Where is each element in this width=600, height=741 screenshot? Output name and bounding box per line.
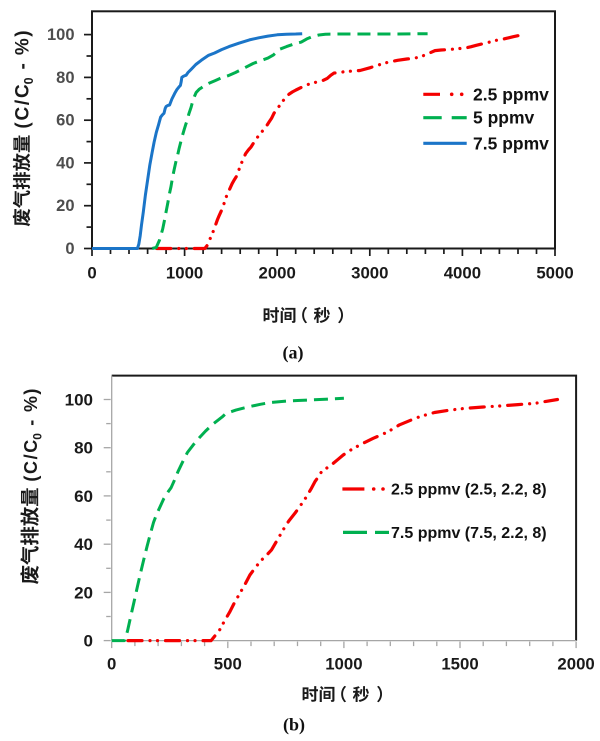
svg-text:(b): (b): [283, 715, 305, 736]
svg-text:0: 0: [87, 264, 96, 283]
svg-text:0: 0: [84, 632, 93, 651]
svg-text:80: 80: [56, 69, 74, 87]
svg-text:100: 100: [47, 26, 75, 44]
svg-text:0: 0: [65, 240, 74, 258]
svg-text:500: 500: [214, 655, 242, 674]
svg-text:40: 40: [56, 154, 74, 172]
svg-text:(a): (a): [283, 343, 304, 364]
svg-text:- %): - %): [21, 389, 41, 426]
svg-text:5 ppmv: 5 ppmv: [473, 108, 535, 128]
svg-text:0: 0: [30, 433, 44, 440]
svg-text:2.5 ppmv: 2.5 ppmv: [473, 84, 549, 104]
svg-text:80: 80: [74, 439, 93, 458]
svg-text:60: 60: [56, 112, 74, 130]
svg-text:20: 20: [56, 197, 74, 215]
svg-text:2.5 ppmv (2.5, 2.2, 8): 2.5 ppmv (2.5, 2.2, 8): [391, 482, 547, 499]
svg-text:40: 40: [74, 535, 93, 554]
svg-text:1000: 1000: [325, 655, 362, 674]
svg-text:20: 20: [74, 583, 93, 602]
svg-text:3000: 3000: [351, 264, 388, 283]
svg-text:0: 0: [22, 77, 36, 84]
svg-text:0: 0: [107, 655, 116, 674]
svg-text:7.5 ppmv (7.5, 2.2, 8): 7.5 ppmv (7.5, 2.2, 8): [391, 525, 547, 542]
svg-text:1000: 1000: [166, 264, 203, 283]
svg-text:- %): - %): [13, 30, 34, 69]
svg-text:5000: 5000: [536, 264, 573, 283]
svg-text:2000: 2000: [259, 264, 296, 283]
svg-text:7.5 ppmv: 7.5 ppmv: [473, 133, 549, 153]
svg-text:100: 100: [65, 391, 93, 410]
svg-text:2000: 2000: [557, 655, 594, 674]
svg-text:4000: 4000: [444, 264, 481, 283]
svg-text:60: 60: [74, 487, 93, 506]
svg-text:1500: 1500: [441, 655, 478, 674]
